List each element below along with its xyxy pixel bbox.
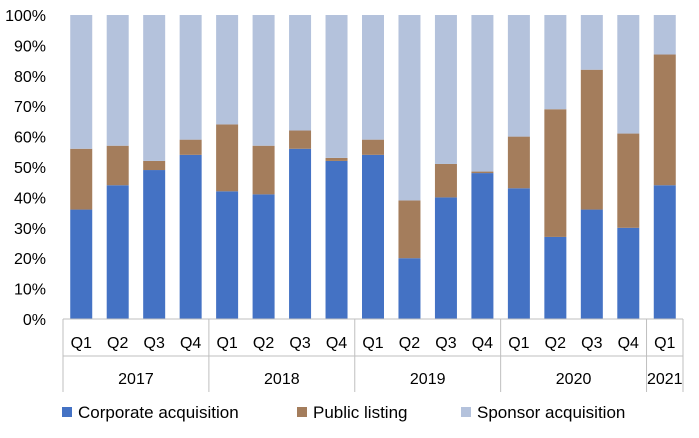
bar-segment-sponsor-acquisition — [434, 15, 457, 164]
bar-segment-sponsor-acquisition — [289, 15, 312, 131]
bar-segment-corporate-acquisition — [289, 148, 312, 319]
x-tick-label: Q3 — [144, 335, 165, 352]
x-tick-label: Q4 — [326, 335, 347, 352]
bar-segment-public-listing — [434, 163, 457, 198]
bar-segment-corporate-acquisition — [653, 185, 676, 319]
bar-segment-corporate-acquisition — [580, 209, 603, 319]
y-tick-label: 100% — [5, 8, 46, 25]
bar-segment-public-listing — [617, 133, 640, 228]
bar-segment-sponsor-acquisition — [653, 15, 676, 55]
legend: Corporate acquisition Public listing Spons… — [62, 403, 625, 422]
x-tick-label: Q3 — [435, 335, 456, 352]
bar-segment-corporate-acquisition — [617, 227, 640, 319]
x-tick-label: Q2 — [107, 335, 128, 352]
bar-segment-sponsor-acquisition — [398, 15, 421, 201]
x-group-label: 2021 — [647, 371, 683, 388]
x-group-label: 2019 — [410, 371, 446, 388]
y-tick-label: 40% — [14, 190, 46, 207]
bar-segment-sponsor-acquisition — [143, 15, 166, 161]
bar-segment-public-listing — [544, 109, 567, 237]
bar-segment-public-listing — [70, 148, 93, 210]
x-group-label: 2018 — [264, 371, 300, 388]
x-tick-label: Q2 — [545, 335, 566, 352]
bar-segment-public-listing — [507, 136, 530, 189]
bar-segment-sponsor-acquisition — [106, 15, 129, 146]
x-tick-label: Q4 — [472, 335, 493, 352]
y-tick-label: 10% — [14, 282, 46, 299]
x-tick-label: Q3 — [289, 335, 310, 352]
bar-segment-public-listing — [471, 171, 494, 174]
x-group-label: 2020 — [556, 371, 592, 388]
bar-segment-sponsor-acquisition — [362, 15, 384, 140]
bar-segment-public-listing — [398, 200, 421, 259]
x-tick-label: Q3 — [581, 335, 602, 352]
legend-swatch — [297, 407, 307, 417]
bar-segment-public-listing — [580, 69, 603, 210]
bar-segment-corporate-acquisition — [70, 209, 93, 319]
x-axis: Q1 Q2 Q3 Q4 Q1 Q2 Q3 Q4 Q1 Q2 Q3 Q4 Q1 Q2 Q3 Q4 Q1 2017 20… — [62, 318, 684, 392]
bar-segment-corporate-acquisition — [398, 258, 421, 319]
legend-label: Corporate acquisition — [78, 403, 239, 422]
bar-segment-sponsor-acquisition — [70, 15, 93, 149]
bar-segment-sponsor-acquisition — [617, 15, 640, 134]
bar-segment-public-listing — [106, 145, 129, 186]
bar-segment-corporate-acquisition — [252, 194, 275, 319]
x-tick-label: Q4 — [180, 335, 201, 352]
bar-segment-corporate-acquisition — [216, 191, 239, 319]
bar-segment-sponsor-acquisition — [179, 15, 202, 140]
bar-segment-corporate-acquisition — [179, 154, 202, 319]
bar-segment-sponsor-acquisition — [544, 15, 567, 110]
y-tick-label: 0% — [23, 312, 46, 329]
x-tick-label: Q1 — [362, 335, 383, 352]
y-tick-label: 60% — [14, 130, 46, 147]
bars — [70, 15, 676, 319]
y-tick-label: 90% — [14, 38, 46, 55]
y-tick-label: 20% — [14, 251, 46, 268]
y-tick-label: 50% — [14, 160, 46, 177]
bar-segment-sponsor-acquisition — [580, 15, 603, 70]
x-tick-label: Q4 — [618, 335, 639, 352]
bar-segment-public-listing — [653, 54, 676, 186]
bar-segment-public-listing — [325, 157, 348, 161]
bar-segment-public-listing — [216, 124, 239, 192]
x-tick-label: Q1 — [71, 335, 92, 352]
bar-segment-public-listing — [143, 160, 166, 171]
legend-label: Public listing — [313, 403, 408, 422]
x-tick-label: Q2 — [253, 335, 274, 352]
bar-segment-public-listing — [179, 139, 202, 155]
bar-segment-public-listing — [362, 139, 384, 155]
bar-segment-corporate-acquisition — [544, 236, 567, 319]
x-tick-label: Q1 — [654, 335, 675, 352]
bar-segment-public-listing — [252, 145, 275, 195]
bar-segment-corporate-acquisition — [434, 197, 457, 319]
bar-segment-corporate-acquisition — [106, 185, 129, 319]
bar-segment-sponsor-acquisition — [252, 15, 275, 146]
y-tick-label: 70% — [14, 99, 46, 116]
bar-segment-sponsor-acquisition — [216, 15, 239, 125]
bar-segment-corporate-acquisition — [325, 160, 348, 319]
bar-segment-sponsor-acquisition — [325, 15, 348, 158]
legend-label: Sponsor acquisition — [477, 403, 625, 422]
legend-swatch — [461, 407, 471, 417]
legend-swatch — [62, 407, 72, 417]
x-group-label: 2017 — [118, 371, 154, 388]
bar-segment-sponsor-acquisition — [507, 15, 530, 137]
y-axis: 0% 10% 20% 30% 40% 50% 60% 70% 80% 90% 100% — [5, 8, 46, 329]
x-tick-label: Q1 — [216, 335, 237, 352]
bar-segment-public-listing — [289, 130, 312, 149]
x-tick-label: Q2 — [399, 335, 420, 352]
y-tick-label: 80% — [14, 69, 46, 86]
x-tick-label: Q1 — [508, 335, 529, 352]
bar-segment-corporate-acquisition — [507, 188, 530, 319]
y-tick-label: 30% — [14, 221, 46, 238]
bar-segment-corporate-acquisition — [471, 173, 494, 319]
bar-segment-corporate-acquisition — [362, 154, 384, 319]
bar-segment-sponsor-acquisition — [471, 15, 494, 172]
bar-segment-corporate-acquisition — [143, 170, 166, 319]
